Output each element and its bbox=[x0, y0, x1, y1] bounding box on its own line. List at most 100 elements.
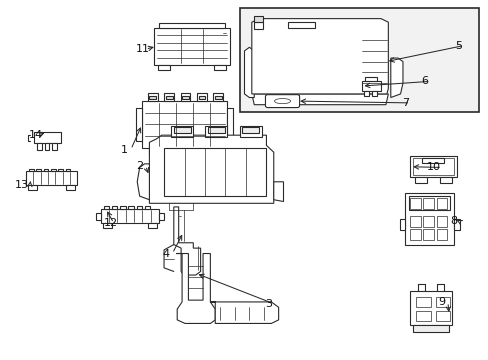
Text: 6: 6 bbox=[421, 76, 427, 86]
Text: 7: 7 bbox=[401, 98, 408, 108]
Bar bbox=[214, 96, 221, 99]
Bar bbox=[148, 93, 158, 101]
Bar bbox=[409, 156, 456, 177]
Bar bbox=[159, 23, 224, 28]
Bar bbox=[436, 216, 447, 226]
Bar bbox=[399, 220, 405, 230]
Bar bbox=[101, 209, 159, 223]
Text: 3: 3 bbox=[265, 299, 272, 309]
Bar bbox=[173, 127, 190, 134]
Bar bbox=[137, 206, 142, 209]
Bar bbox=[154, 28, 229, 65]
Text: 13: 13 bbox=[15, 180, 28, 190]
Text: 11: 11 bbox=[136, 44, 149, 54]
Bar bbox=[364, 91, 368, 96]
Bar bbox=[43, 168, 48, 171]
Text: 10: 10 bbox=[426, 162, 440, 172]
Polygon shape bbox=[251, 94, 387, 105]
Bar bbox=[159, 213, 163, 220]
Polygon shape bbox=[251, 19, 387, 94]
Text: 12: 12 bbox=[104, 218, 118, 228]
Text: 4: 4 bbox=[162, 248, 169, 258]
Bar bbox=[66, 185, 75, 190]
Bar bbox=[120, 206, 125, 209]
Bar bbox=[439, 177, 451, 183]
Polygon shape bbox=[273, 182, 283, 202]
Polygon shape bbox=[163, 148, 266, 196]
Bar bbox=[207, 127, 224, 134]
Text: 8: 8 bbox=[449, 216, 457, 226]
Ellipse shape bbox=[274, 99, 290, 104]
Bar bbox=[422, 158, 444, 163]
Bar bbox=[412, 325, 448, 332]
Bar bbox=[408, 196, 449, 211]
Bar bbox=[239, 8, 478, 112]
Bar bbox=[435, 297, 449, 307]
Bar bbox=[254, 22, 263, 30]
Bar bbox=[436, 229, 447, 240]
Bar bbox=[164, 93, 174, 101]
Bar bbox=[148, 223, 157, 228]
Bar bbox=[36, 168, 41, 171]
Bar bbox=[415, 297, 430, 307]
Bar bbox=[415, 311, 430, 321]
Bar bbox=[149, 96, 156, 99]
Text: 2: 2 bbox=[136, 161, 142, 171]
Polygon shape bbox=[244, 47, 254, 98]
Bar bbox=[365, 77, 376, 81]
Bar bbox=[220, 148, 228, 154]
Bar bbox=[196, 148, 205, 154]
Bar bbox=[412, 158, 453, 175]
Bar bbox=[227, 108, 233, 140]
Bar bbox=[205, 126, 227, 137]
Bar bbox=[149, 148, 158, 154]
Bar bbox=[26, 171, 77, 185]
Bar bbox=[44, 143, 49, 150]
Bar bbox=[28, 185, 37, 190]
Bar bbox=[414, 177, 427, 183]
Bar bbox=[409, 229, 420, 240]
Bar bbox=[182, 96, 188, 99]
Polygon shape bbox=[390, 58, 402, 98]
Bar bbox=[436, 198, 447, 209]
Bar bbox=[103, 206, 109, 209]
Bar bbox=[128, 206, 134, 209]
Bar bbox=[29, 168, 34, 171]
Bar bbox=[197, 93, 206, 101]
Polygon shape bbox=[176, 253, 215, 323]
Polygon shape bbox=[137, 164, 149, 200]
Bar bbox=[142, 101, 227, 148]
Bar bbox=[96, 213, 101, 220]
Bar bbox=[198, 96, 205, 99]
Bar bbox=[136, 108, 142, 140]
Bar bbox=[165, 96, 172, 99]
Bar bbox=[65, 168, 70, 171]
Bar bbox=[435, 311, 449, 321]
Bar bbox=[213, 93, 223, 101]
Bar bbox=[453, 220, 459, 230]
Bar bbox=[58, 168, 63, 171]
Bar bbox=[423, 198, 433, 209]
Bar bbox=[409, 216, 420, 226]
FancyBboxPatch shape bbox=[265, 95, 299, 108]
Bar bbox=[145, 206, 150, 209]
Bar bbox=[51, 168, 56, 171]
Bar bbox=[213, 65, 225, 69]
Bar bbox=[52, 143, 57, 150]
Text: 14: 14 bbox=[28, 130, 42, 140]
Bar bbox=[242, 127, 259, 134]
Bar bbox=[254, 16, 263, 22]
Bar bbox=[423, 229, 433, 240]
Bar bbox=[361, 81, 380, 91]
Bar bbox=[171, 126, 193, 137]
Bar bbox=[409, 291, 451, 325]
Bar bbox=[173, 148, 182, 154]
Text: 1: 1 bbox=[121, 144, 128, 154]
Bar bbox=[409, 198, 420, 209]
Bar bbox=[103, 223, 112, 228]
Polygon shape bbox=[149, 135, 273, 203]
Bar bbox=[239, 126, 261, 137]
Bar bbox=[405, 193, 453, 244]
Text: 9: 9 bbox=[437, 297, 444, 307]
Bar bbox=[180, 93, 190, 101]
